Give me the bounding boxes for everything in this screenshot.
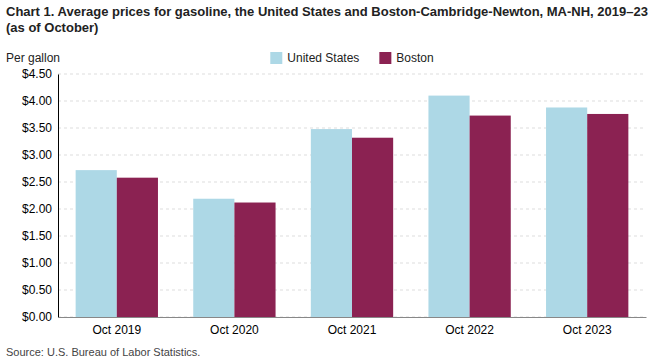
title-line: (as of October) [6,20,98,35]
source: Source: U.S. Bureau of Labor Statistics. [6,346,200,358]
x-tick: Oct 2022 [445,317,494,337]
bar [546,107,587,317]
y-tick: $2.50 [22,175,58,189]
grid [58,74,646,317]
x-tick: Oct 2020 [210,317,259,337]
bars [76,96,629,317]
legend-item: Boston [379,51,433,65]
bar [428,96,469,317]
bar [193,199,234,317]
x-tick-label: Oct 2021 [328,323,377,337]
y-tick: $0.00 [22,310,58,324]
x-tick: Oct 2021 [328,317,377,337]
y-tick: $2.00 [22,202,58,216]
y-tick-label: $0.00 [22,310,52,324]
y-tick-label: $2.00 [22,202,52,216]
grid-line [58,74,646,75]
y-tick-label: $4.00 [22,94,52,108]
series [117,114,629,317]
bar [470,116,511,317]
y-tick: $1.00 [22,256,58,270]
y-axis: $0.00 $0.50 $1.00 $1.50 $2.00 $2.50 $3.00 $3.50… [22,67,59,324]
x-tick-label: Oct 2023 [563,323,612,337]
legend-label: United States [287,51,359,65]
bar [311,129,352,317]
y-axis-line [58,75,59,318]
x-tick: Oct 2023 [563,317,612,337]
x-axis: Oct 2019 Oct 2020 Oct 2021 Oct 2022 Oct 2023 [59,317,647,337]
y-tick-label: $4.50 [22,67,52,81]
y-tick-label: $0.50 [22,283,52,297]
x-tick-label: Oct 2020 [210,323,259,337]
y-axis-label: Per gallon [6,51,60,65]
y-tick-label: $2.50 [22,175,52,189]
bar [117,178,158,317]
x-tick-label: Oct 2019 [92,323,141,337]
title-line: Chart 1. Average prices for gasoline, th… [6,4,648,19]
chart: Chart 1. Average prices for gasoline, th… [0,0,661,361]
y-tick: $4.50 [22,67,58,81]
plot: $0.00 $0.50 $1.00 $1.50 $2.00 $2.50 $3.00 $3.50… [22,67,647,336]
y-tick: $1.50 [22,229,58,243]
y-tick: $4.00 [22,94,58,108]
series [76,96,588,317]
y-tick-label: $1.00 [22,256,52,270]
bar [352,138,393,317]
y-tick-label: $3.00 [22,148,52,162]
y-tick: $3.00 [22,148,58,162]
y-tick-label: $3.50 [22,121,52,135]
bar [76,170,117,317]
bar [587,114,628,317]
y-tick-label: $1.50 [22,229,52,243]
legend-swatch [379,52,391,64]
legend-label: Boston [396,51,433,65]
grid-line [58,101,646,102]
legend-swatch [270,52,282,64]
y-tick: $3.50 [22,121,58,135]
x-tick: Oct 2019 [92,317,141,337]
y-tick: $0.50 [22,283,58,297]
x-tick-label: Oct 2022 [445,323,494,337]
title: Chart 1. Average prices for gasoline, th… [6,4,648,35]
legend-item: United States [270,51,359,65]
bar [234,203,275,317]
x-axis-line [59,317,647,318]
legend: United States Boston [270,51,433,65]
